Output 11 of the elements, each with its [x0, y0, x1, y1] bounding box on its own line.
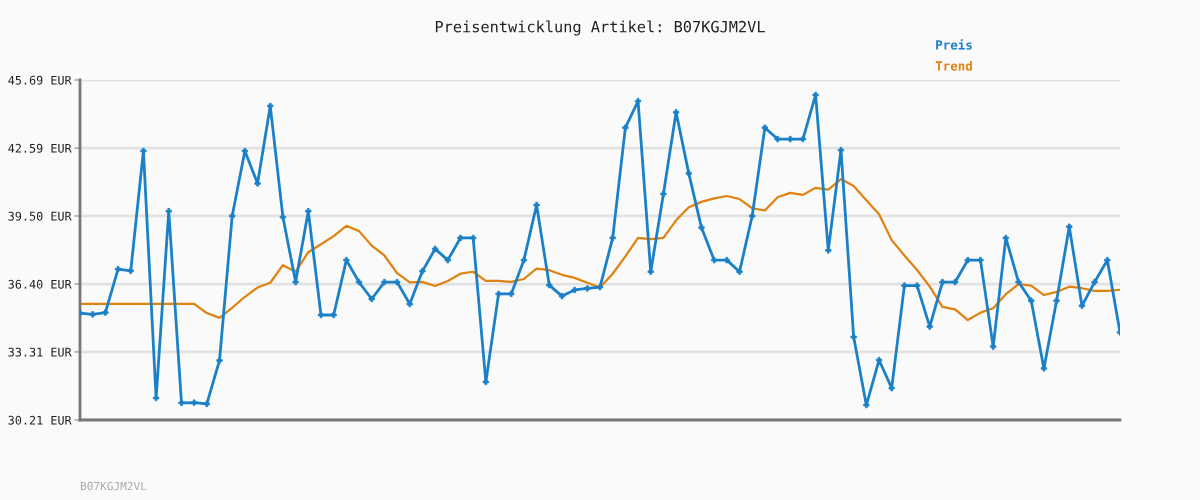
text: B07KGJM2VL	[80, 481, 147, 491]
y-tick-label: 45.69 EUR	[8, 75, 72, 85]
y-tick-label: 42.59 EUR	[8, 143, 72, 153]
y-tick-label: 30.21 EUR	[8, 415, 72, 425]
y-tick-label: 33.31 EUR	[8, 347, 72, 357]
chart-title: Preisentwicklung Artikel: B07KGJM2VL	[435, 20, 765, 36]
y-tick-label: 39.50 EUR	[8, 211, 72, 221]
text: Trend	[935, 60, 972, 71]
text: Preis	[936, 39, 972, 50]
y-tick-label: 36.40 EUR	[8, 279, 72, 289]
line-series	[80, 177, 1120, 322]
